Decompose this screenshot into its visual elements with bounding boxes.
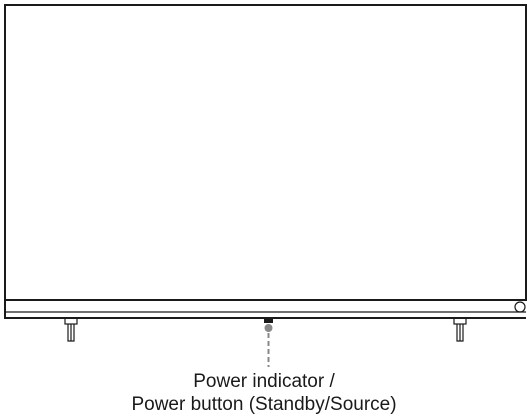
callout-label: Power indicator / xyxy=(193,371,335,392)
callout-dot xyxy=(264,324,273,332)
tv-screen xyxy=(4,4,527,301)
bezel-button xyxy=(514,301,526,313)
right-foot xyxy=(453,317,467,342)
left-foot xyxy=(64,317,78,342)
callout-label: Power button (Standby/Source) xyxy=(131,394,396,415)
tv-bezel xyxy=(4,300,526,319)
power-indicator xyxy=(264,318,273,323)
